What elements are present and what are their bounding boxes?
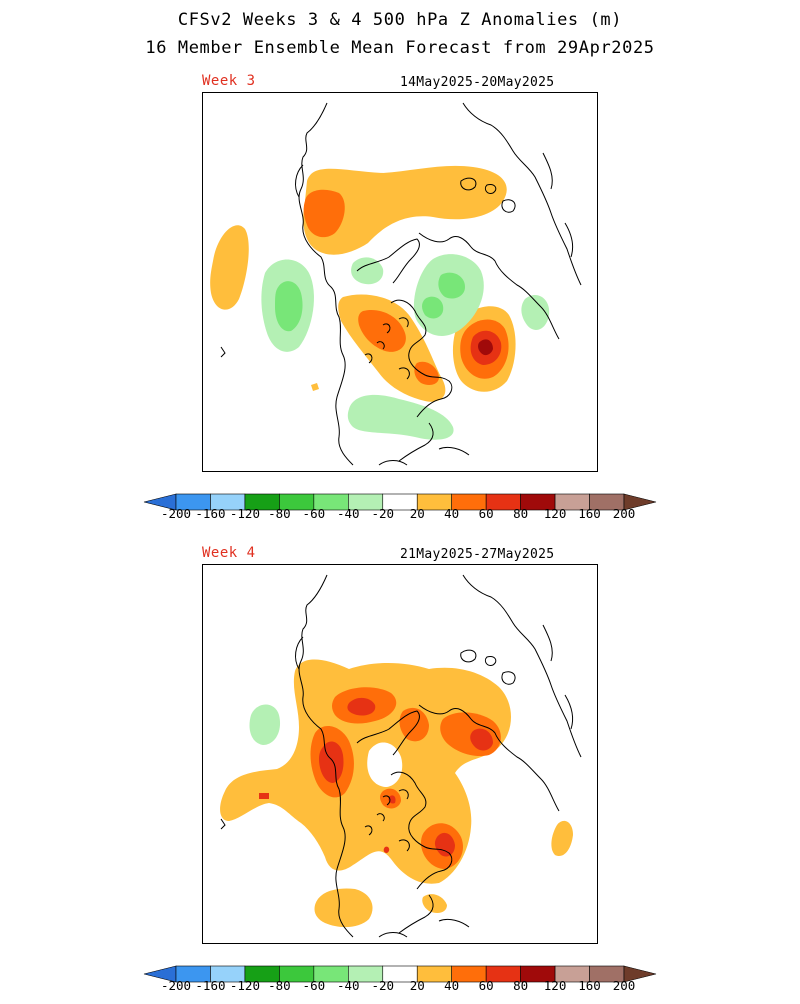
w4-colorbar-tick-label: -20 xyxy=(371,978,395,993)
chart-title: CFSv2 Weeks 3 & 4 500 hPa Z Anomalies (m… xyxy=(177,10,623,30)
week3-coastlines xyxy=(220,102,582,466)
w4-colorbar-tick-label: -160 xyxy=(195,978,226,993)
w4-pos60-north xyxy=(347,697,376,716)
week3-colorbar-ticks: -200 -160 -120 -80 -60 -40 -20 20 40 60 80 120 160 20… xyxy=(140,506,660,522)
week3-colorbar-svg xyxy=(143,493,657,511)
week4-colorbar: -200 -160 -120 -80 -60 -40 -20 20 40 60 80 120 160 20… xyxy=(140,964,660,1004)
w3-neg40-pacific xyxy=(275,281,303,332)
w3-colorbar-tick-label: -40 xyxy=(337,506,360,521)
week4-map-svg xyxy=(220,574,582,938)
w3-colorbar-tick-label: 160 xyxy=(578,506,601,521)
week3-colorbar: -200 -160 -120 -80 -60 -40 -20 20 40 60 80 120 160 20… xyxy=(140,492,660,532)
w3-neg20-southus xyxy=(347,394,454,440)
w4-pos60-atlantic xyxy=(434,832,455,857)
w4-pos20-east xyxy=(551,820,573,857)
w4-pos60-dot3 xyxy=(383,846,390,853)
w4-colorbar-tick-label: 60 xyxy=(478,978,494,993)
w3-pos40-north xyxy=(303,189,345,238)
w4-colorbar-tick-label: -200 xyxy=(160,978,192,993)
week4-label: Week 4 xyxy=(202,545,256,561)
w4-colorbar-tick-label: 120 xyxy=(543,978,567,993)
w3-colorbar-tick-label: 60 xyxy=(478,506,494,521)
w4-colorbar-end-high xyxy=(623,965,657,983)
w4-neg20-pacific xyxy=(249,704,281,745)
w4-pos60-asia xyxy=(470,728,493,751)
w3-colorbar-tick-label: 80 xyxy=(513,506,529,521)
w4-pos20-southeast xyxy=(422,894,447,913)
w3-colorbar-tick-label: -60 xyxy=(302,506,326,521)
week4-map xyxy=(202,564,598,944)
w3-pos20-small xyxy=(311,383,319,391)
w3-neg20-asia-e xyxy=(521,294,550,330)
w4-colorbar-tick-label: -40 xyxy=(337,978,360,993)
week3-label: Week 3 xyxy=(202,73,256,89)
w4-pos20-southwest xyxy=(314,888,373,928)
w3-neg40-europe2 xyxy=(422,296,444,319)
w4-pos60-west xyxy=(319,741,344,783)
w4-colorbar-tick-label: 20 xyxy=(409,978,425,993)
w3-pos80-atlantic xyxy=(478,339,493,356)
w3-colorbar-tick-label: -20 xyxy=(371,506,395,521)
week4-coastlines xyxy=(220,574,582,938)
w4-colorbar-tick-label: 80 xyxy=(513,978,529,993)
week4-anomaly-contours xyxy=(220,659,573,928)
w3-colorbar-tick-label: 40 xyxy=(444,506,460,521)
w3-pos20-west-blob xyxy=(210,225,249,310)
w4-colorbar-tick-label: 200 xyxy=(612,978,636,993)
week4-colorbar-ticks: -200 -160 -120 -80 -60 -40 -20 20 40 60 80 120 160 20… xyxy=(140,978,660,994)
w3-pos20-north-band xyxy=(303,165,507,255)
w4-colorbar-tick-label: -120 xyxy=(229,978,260,993)
w4-colorbar-tick-label: -80 xyxy=(268,978,291,993)
w3-colorbar-tick-label: -120 xyxy=(229,506,260,521)
chart-subtitle: 16 Member Ensemble Mean Forecast from 29… xyxy=(145,38,655,58)
w3-neg40-europe xyxy=(438,272,465,299)
w3-colorbar-tick-label: -80 xyxy=(268,506,291,521)
w4-pos40-eurasia xyxy=(399,707,429,742)
w3-neg20-arctic xyxy=(351,257,384,285)
w3-colorbar-tick-label: 120 xyxy=(543,506,567,521)
w3-colorbar-tick-label: 200 xyxy=(612,506,636,521)
week3-map-svg xyxy=(210,102,582,466)
w4-colorbar-tick-label: 160 xyxy=(578,978,601,993)
week4-date-range: 21May2025-27May2025 xyxy=(400,547,555,562)
w3-colorbar-tick-label: 20 xyxy=(409,506,425,521)
week3-anomaly-contours xyxy=(210,165,550,440)
w4-pos60-dot1 xyxy=(259,793,269,799)
w4-colorbar-tick-label: -60 xyxy=(302,978,326,993)
w3-pos40-south xyxy=(414,361,439,385)
week3-date-range: 14May2025-20May2025 xyxy=(400,75,555,90)
w3-colorbar-tick-label: -160 xyxy=(195,506,226,521)
w3-colorbar-end-high xyxy=(623,493,657,511)
w3-pos40-central xyxy=(358,309,406,352)
w4-colorbar-tick-label: 40 xyxy=(444,978,460,993)
w4-neutral-hole xyxy=(367,742,403,787)
w3-colorbar-tick-label: -200 xyxy=(160,506,192,521)
week4-colorbar-svg xyxy=(143,965,657,983)
week3-map xyxy=(202,92,598,472)
